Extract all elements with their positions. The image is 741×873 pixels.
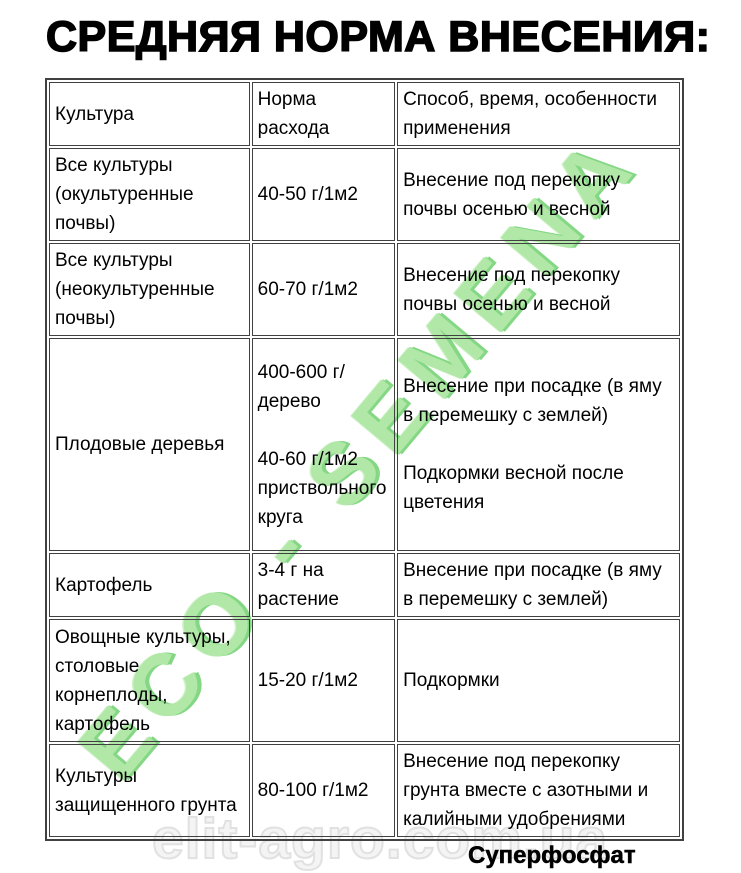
table-row: Все культуры (окультуренные почвы) 40-50… — [49, 148, 680, 241]
rate-value: 400-600 г/ дерево 40-60 г/1м2 приствольн… — [257, 361, 387, 528]
table-header-row: Культура Норма расхода Способ, время, ос… — [49, 82, 680, 146]
page-title: СРЕДНЯЯ НОРМА ВНЕСЕНИЯ: — [45, 12, 711, 62]
cell-crop: Картофель — [49, 553, 250, 617]
cell-crop: Плодовые деревья — [49, 338, 250, 551]
cell-rate: 15-20 г/1м2 — [251, 619, 396, 742]
cell-crop: Овощные культуры, столовые корнеплоды, к… — [49, 619, 250, 742]
cell-rate: 40-50 г/1м2 — [251, 148, 396, 241]
crop-value: Овощные культуры, столовые корнеплоды, к… — [55, 626, 231, 735]
table-row: Картофель 3-4 г на растение Внесение при… — [49, 553, 680, 617]
crop-value: Картофель — [55, 574, 153, 596]
product-name-label: Суперфосфат — [468, 842, 636, 870]
cell-rate: 3-4 г на растение — [251, 553, 396, 617]
cell-method: Внесение при посадке (в яму в перемешку … — [397, 338, 680, 551]
method-value: Внесение под перекопку почвы осенью и ве… — [403, 169, 621, 220]
method-value: Внесение при посадке (в яму в перемешку … — [403, 560, 662, 610]
cell-method: Внесение под перекопку грунта вместе с а… — [397, 744, 680, 837]
header-cell-crop: Культура — [49, 82, 250, 146]
table-row: Плодовые деревья 400-600 г/ дерево 40-60… — [49, 338, 680, 551]
rate-value: 40-50 г/1м2 — [257, 184, 358, 205]
header-cell-method: Способ, время, особенности применения — [397, 82, 680, 146]
table-row: Все культуры (неокультуренные почвы) 60-… — [49, 243, 680, 336]
table-row: Овощные культуры, столовые корнеплоды, к… — [49, 619, 680, 742]
header-cell-rate: Норма расхода — [251, 82, 396, 146]
cell-method: Внесение под перекопку почвы осенью и ве… — [397, 148, 680, 241]
rate-value: 60-70 г/1м2 — [257, 279, 358, 300]
cell-method: Подкормки — [397, 619, 680, 742]
crop-value: Все культуры (неокультуренные почвы) — [55, 250, 215, 329]
cell-crop: Культуры защищенного грунта — [49, 744, 250, 837]
crop-value: Плодовые деревья — [55, 434, 225, 455]
cell-rate: 400-600 г/ дерево 40-60 г/1м2 приствольн… — [251, 338, 396, 551]
header-label-crop: Культура — [55, 103, 134, 125]
method-value: Внесение под перекопку почвы осенью и ве… — [403, 264, 621, 315]
crop-value: Все культуры (окультуренные почвы) — [55, 155, 194, 234]
method-value: Внесение при посадке (в яму в перемешку … — [403, 376, 662, 513]
cell-crop: Все культуры (неокультуренные почвы) — [49, 243, 250, 336]
crop-value: Культуры защищенного грунта — [55, 765, 237, 816]
header-label-method: Способ, время, особенности применения — [403, 89, 657, 139]
cell-rate: 60-70 г/1м2 — [251, 243, 396, 336]
fertilizer-norms-table: Культура Норма расхода Способ, время, ос… — [45, 78, 684, 841]
method-value: Подкормки — [403, 670, 500, 691]
method-value: Внесение под перекопку грунта вместе с а… — [403, 751, 649, 830]
table-row: Культуры защищенного грунта 80-100 г/1м2… — [49, 744, 680, 837]
cell-method: Внесение при посадке (в яму в перемешку … — [397, 553, 680, 617]
header-label-rate: Норма расхода — [257, 89, 330, 139]
rate-value: 3-4 г на растение — [257, 560, 339, 610]
rate-value: 15-20 г/1м2 — [257, 670, 358, 691]
rate-value: 80-100 г/1м2 — [257, 780, 369, 801]
cell-crop: Все культуры (окультуренные почвы) — [49, 148, 250, 241]
cell-rate: 80-100 г/1м2 — [251, 744, 396, 837]
cell-method: Внесение под перекопку почвы осенью и ве… — [397, 243, 680, 336]
